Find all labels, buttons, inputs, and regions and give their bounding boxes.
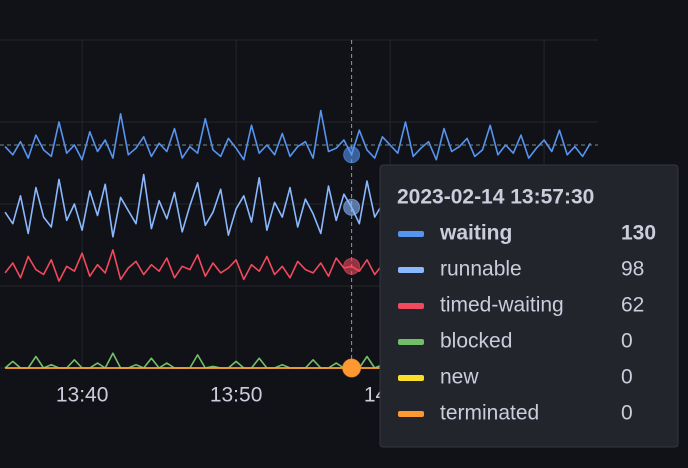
tooltip-value: 0 xyxy=(621,330,633,353)
tooltip-value: 130 xyxy=(621,222,656,245)
x-tick-label: 13:50 xyxy=(210,384,263,407)
hover-point xyxy=(343,146,361,164)
legend-swatch xyxy=(398,339,424,345)
legend-name: runnable xyxy=(440,258,522,281)
series-line xyxy=(4,109,591,161)
legend-name: waiting xyxy=(439,222,512,245)
legend-swatch xyxy=(398,375,424,381)
legend-name: new xyxy=(440,366,479,389)
tooltip-time: 2023-02-14 13:57:30 xyxy=(397,186,594,209)
tooltip-value: 0 xyxy=(621,402,633,425)
legend-swatch xyxy=(398,303,424,309)
hover-point xyxy=(342,358,362,378)
hover-point xyxy=(343,198,361,216)
tooltip-box xyxy=(379,164,679,448)
hover xyxy=(0,40,598,378)
x-tick-label: 13:40 xyxy=(56,384,109,407)
tooltip-value: 62 xyxy=(621,294,644,317)
legend-swatch xyxy=(398,267,424,273)
legend-swatch xyxy=(398,231,424,237)
tooltip-value: 98 xyxy=(621,258,644,281)
legend-swatch xyxy=(398,411,424,417)
legend-name: timed-waiting xyxy=(440,294,564,317)
tooltip: 2023-02-14 13:57:30 waiting 130 runnable 98… xyxy=(379,164,679,448)
hover-point xyxy=(343,257,361,275)
legend-name: terminated xyxy=(440,402,539,425)
legend-name: blocked xyxy=(440,330,512,353)
tooltip-value: 0 xyxy=(621,366,633,389)
